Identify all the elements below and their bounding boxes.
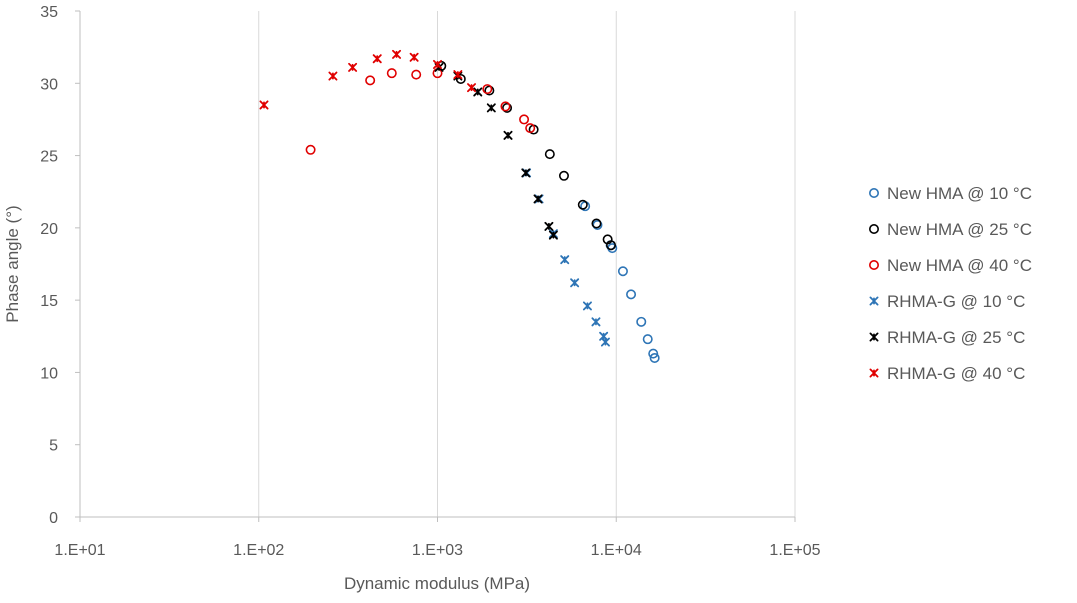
y-tick-label: 0 [49,510,58,527]
data-point [560,255,570,265]
data-point [453,70,463,80]
data-point [649,352,660,363]
data-point [411,69,422,80]
data-point [502,102,513,113]
x-tick-label: 1.E+05 [769,542,820,559]
data-point [648,348,659,359]
data-point [409,52,419,62]
x-tick-label: 1.E+04 [591,542,642,559]
data-point [533,194,543,204]
data-point [348,62,358,72]
legend-item: New HMA @ 25 °C [868,220,1032,239]
gridlines [258,11,796,517]
data-point [570,278,580,288]
data-point [636,316,647,327]
data-point [392,49,402,59]
legend-item: RHMA-G @ 10 °C [869,292,1025,311]
data-point [305,144,316,155]
legend-label: RHMA-G @ 40 °C [887,364,1025,383]
data-point [582,301,592,311]
y-tick-label: 5 [49,438,58,455]
data-point [467,83,477,93]
data-point [544,221,554,231]
data-point [600,337,610,347]
legend-label: RHMA-G @ 10 °C [887,292,1025,311]
data-point [484,85,495,96]
data-point [328,71,338,81]
data-point [455,73,466,84]
data-point [626,289,637,300]
legend-marker [869,332,879,342]
legend-marker [869,368,879,378]
series-5 [434,62,558,240]
data-point [558,170,569,181]
data-point [500,101,511,112]
series-6 [259,49,477,110]
legend-marker [869,296,879,306]
series-2 [436,60,617,251]
y-axis-title: Phase angle (°) [3,205,22,322]
data-point [503,130,513,140]
legend-label: New HMA @ 10 °C [887,184,1032,203]
data-point [372,54,382,64]
legend-item: New HMA @ 10 °C [868,184,1032,203]
data-points [259,49,660,363]
data-point [259,100,269,110]
y-tick-label: 10 [40,365,58,382]
x-axis-title: Dynamic modulus (MPa) [344,574,530,593]
legend-marker [868,188,879,199]
legend: New HMA @ 10 °C New HMA @ 25 °C New HMA @ … [868,184,1032,383]
y-tick-label: 20 [40,221,58,238]
legend-marker [868,259,879,270]
data-point [519,114,530,125]
y-tick-label: 15 [40,293,58,310]
data-point [386,68,397,79]
data-point [473,87,483,97]
data-point [548,230,558,240]
data-point [577,199,588,210]
legend-marker [868,224,879,235]
axes: 0 5 10 15 20 25 30 35 1.E+01 1.E+02 1.E+03 1.E+04 1.… [40,4,820,559]
y-tick-label: 30 [40,76,58,93]
data-point [482,84,493,95]
data-point [642,334,653,345]
data-point [591,218,602,229]
x-tick-label: 1.E+03 [412,542,463,559]
data-point [544,149,555,160]
x-tick-label: 1.E+02 [233,542,284,559]
x-tick-label: 1.E+01 [54,542,105,559]
legend-item: New HMA @ 40 °C [868,256,1032,275]
data-point [617,266,628,277]
y-tick-label: 25 [40,149,58,166]
data-point [365,75,376,86]
data-point [433,59,442,69]
data-point [486,103,496,113]
legend-label: New HMA @ 25 °C [887,220,1032,239]
series-3 [305,68,536,155]
data-point [521,168,531,178]
y-tick-label: 35 [40,4,58,21]
legend-item: RHMA-G @ 25 °C [869,328,1025,347]
legend-item: RHMA-G @ 40 °C [869,364,1025,383]
legend-label: RHMA-G @ 25 °C [887,328,1025,347]
data-point [591,317,601,327]
data-point [525,123,536,134]
data-point [606,240,617,251]
legend-label: New HMA @ 40 °C [887,256,1032,275]
